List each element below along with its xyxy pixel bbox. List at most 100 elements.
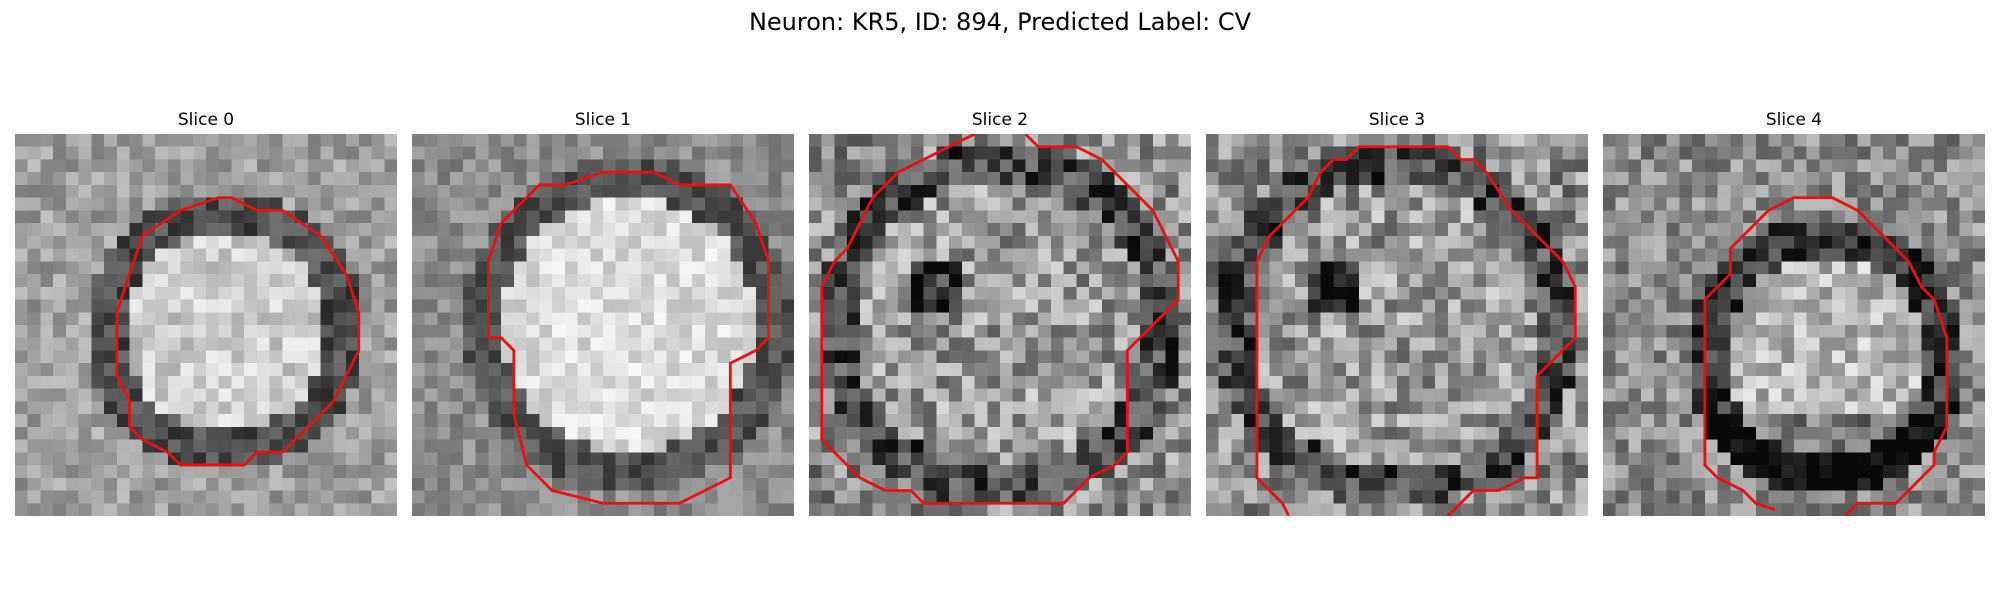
image-pixel: [1628, 490, 1642, 504]
image-pixel: [1473, 261, 1487, 275]
image-pixel: [1320, 325, 1334, 338]
image-pixel: [539, 261, 553, 275]
image-pixel: [1832, 350, 1846, 364]
image-pixel: [53, 134, 67, 147]
image-pixel: [539, 134, 553, 147]
image-pixel: [717, 414, 731, 428]
image-pixel: [847, 248, 861, 262]
image-pixel: [513, 401, 527, 415]
image-pixel: [155, 299, 169, 313]
image-pixel: [768, 414, 782, 428]
image-pixel: [1114, 337, 1128, 351]
image-pixel: [847, 388, 861, 402]
image-pixel: [1000, 286, 1013, 300]
image-pixel: [641, 477, 655, 491]
image-pixel: [603, 197, 616, 211]
image-pixel: [1076, 286, 1090, 300]
image-pixel: [1692, 401, 1706, 415]
image-pixel: [269, 210, 283, 224]
image-pixel: [1025, 490, 1039, 504]
image-pixel: [1717, 452, 1731, 466]
image-pixel: [1524, 299, 1538, 313]
image-pixel: [1908, 401, 1922, 415]
image-pixel: [1012, 503, 1026, 516]
image-pixel: [358, 325, 372, 338]
image-pixel: [859, 299, 873, 313]
image-pixel: [78, 286, 92, 300]
image-pixel: [1781, 146, 1795, 160]
image-pixel: [704, 299, 718, 313]
image-pixel: [910, 286, 924, 300]
image-pixel: [1946, 414, 1960, 428]
image-pixel: [167, 337, 181, 351]
image-pixel: [1295, 465, 1309, 479]
image-pixel: [1717, 184, 1731, 198]
image-pixel: [539, 363, 553, 377]
image-pixel: [641, 146, 655, 160]
image-pixel: [717, 274, 731, 288]
image-pixel: [859, 325, 873, 338]
image-pixel: [1165, 337, 1179, 351]
image-pixel: [1038, 184, 1052, 198]
image-pixel: [1473, 363, 1487, 377]
image-pixel: [488, 426, 502, 440]
image-pixel: [1063, 477, 1077, 491]
image-pixel: [1076, 414, 1090, 428]
image-pixel: [1498, 490, 1512, 504]
image-pixel: [564, 312, 578, 326]
image-pixel: [1269, 337, 1283, 351]
image-pixel: [768, 210, 782, 224]
image-pixel: [974, 337, 988, 351]
image-pixel: [1537, 350, 1551, 364]
image-pixel: [1140, 401, 1154, 415]
image-pixel: [809, 286, 822, 300]
image-pixel: [475, 299, 489, 313]
image-pixel: [1333, 426, 1347, 440]
image-pixel: [653, 337, 667, 351]
image-pixel: [1794, 452, 1807, 466]
image-pixel: [1282, 146, 1296, 160]
image-pixel: [27, 210, 41, 224]
image-pixel: [1743, 452, 1757, 466]
image-pixel: [384, 134, 397, 147]
image-pixel: [1575, 197, 1588, 211]
image-pixel: [1692, 503, 1706, 516]
image-pixel: [218, 350, 232, 364]
image-pixel: [1641, 375, 1655, 389]
image-pixel: [1575, 465, 1588, 479]
image-pixel: [1486, 363, 1500, 377]
image-pixel: [1101, 223, 1115, 237]
image-pixel: [1959, 350, 1973, 364]
image-pixel: [1178, 465, 1191, 479]
image-pixel: [1473, 286, 1487, 300]
image-pixel: [1959, 134, 1973, 147]
image-pixel: [1063, 134, 1077, 147]
image-pixel: [269, 325, 283, 338]
image-pixel: [475, 159, 489, 173]
image-pixel: [1511, 134, 1525, 147]
image-pixel: [1819, 261, 1833, 275]
image-pixel: [1832, 197, 1846, 211]
image-pixel: [1730, 414, 1744, 428]
image-pixel: [1050, 261, 1064, 275]
image-pixel: [1819, 388, 1833, 402]
image-pixel: [949, 146, 963, 160]
image-pixel: [513, 248, 527, 262]
image-pixel: [821, 235, 835, 249]
image-pixel: [1244, 146, 1258, 160]
image-pixel: [704, 134, 718, 147]
image-pixel: [987, 401, 1001, 415]
image-pixel: [847, 477, 861, 491]
image-pixel: [704, 375, 718, 389]
image-pixel: [821, 452, 835, 466]
image-pixel: [1562, 172, 1576, 186]
image-pixel: [923, 426, 937, 440]
image-pixel: [1089, 503, 1103, 516]
image-pixel: [371, 299, 385, 313]
image-pixel: [653, 197, 667, 211]
image-pixel: [1615, 146, 1629, 160]
image-pixel: [1256, 159, 1270, 173]
image-pixel: [1946, 172, 1960, 186]
image-pixel: [307, 172, 321, 186]
image-pixel: [539, 337, 553, 351]
